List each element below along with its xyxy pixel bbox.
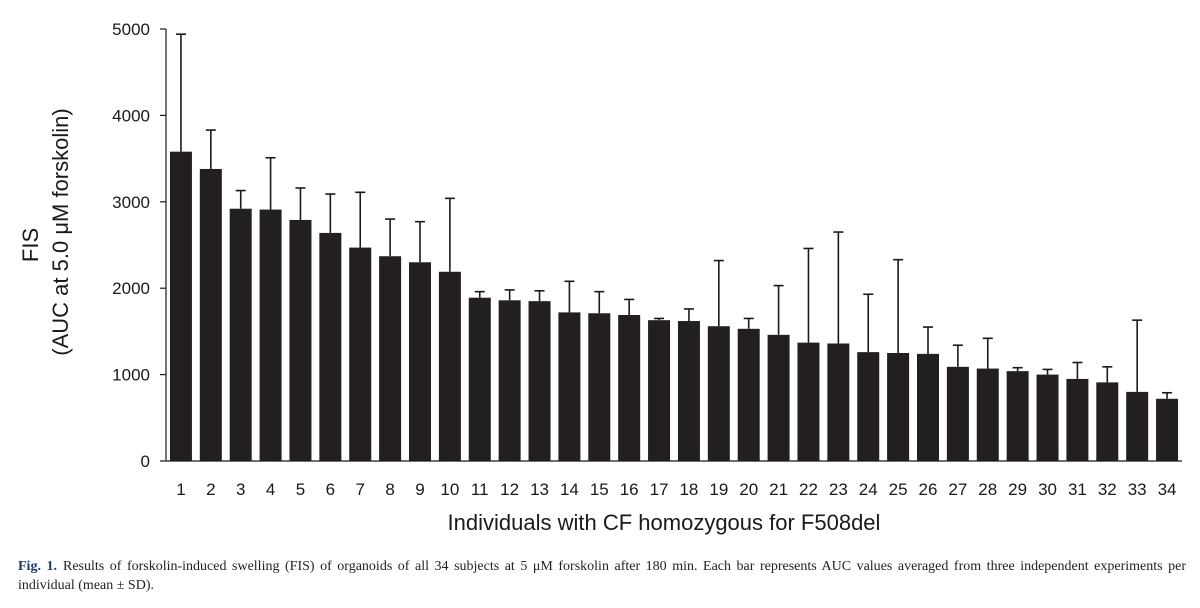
x-tick-label: 33 <box>1128 480 1147 499</box>
bar <box>379 256 402 461</box>
bar <box>169 151 192 462</box>
bar <box>707 326 730 461</box>
x-tick-label: 6 <box>326 480 335 499</box>
x-tick-label: 13 <box>530 480 549 499</box>
bar <box>498 300 521 461</box>
x-tick-label: 24 <box>859 480 878 499</box>
x-tick-label: 18 <box>679 480 698 499</box>
bar <box>917 353 939 461</box>
x-axis: 1 2 3 4 5 6 7 8 9 10 11 12 13 14 15 16 17 18 19 20 21 22 23 24 2… <box>166 460 1182 499</box>
x-tick-label: 16 <box>620 480 639 499</box>
x-tick-label: 4 <box>266 480 275 499</box>
bar <box>1126 391 1149 461</box>
bar <box>827 343 850 461</box>
y-tick-label: 5000 <box>112 20 150 39</box>
bar <box>767 334 790 461</box>
bars-group <box>169 33 1179 462</box>
bar <box>677 321 700 461</box>
bar <box>737 328 760 461</box>
x-tick-label: 31 <box>1068 480 1087 499</box>
bar <box>1066 378 1089 461</box>
y-tick-label: 4000 <box>112 106 150 125</box>
x-tick-label: 14 <box>560 480 579 499</box>
x-tick-label: 27 <box>948 480 967 499</box>
bar <box>319 232 342 461</box>
bar <box>528 301 551 461</box>
y-tick-label: 3000 <box>112 193 150 212</box>
x-tick-label: 17 <box>650 480 669 499</box>
bar <box>797 342 820 461</box>
bar <box>409 262 431 461</box>
bar <box>1156 398 1179 461</box>
x-tick-label: 26 <box>919 480 938 499</box>
x-tick-label: 2 <box>206 480 215 499</box>
bar <box>588 313 611 461</box>
bar <box>259 209 282 461</box>
bar <box>648 320 671 461</box>
bar <box>349 247 372 461</box>
y-axis-title-line1: FIS <box>18 228 43 262</box>
x-tick-label: 11 <box>471 480 489 499</box>
x-tick-label: 8 <box>385 480 394 499</box>
x-tick-label: 5 <box>296 480 305 499</box>
x-tick-label: 3 <box>236 480 245 499</box>
x-tick-label: 20 <box>739 480 758 499</box>
bar <box>199 168 222 461</box>
x-tick-label: 32 <box>1098 480 1117 499</box>
bar <box>857 352 880 461</box>
x-tick-label: 12 <box>500 480 519 499</box>
bar <box>1096 382 1119 461</box>
x-tick-label: 29 <box>1008 480 1027 499</box>
x-tick-label: 19 <box>709 480 728 499</box>
y-tick-label: 1000 <box>112 366 150 385</box>
bar <box>468 297 491 461</box>
x-tick-label: 10 <box>440 480 459 499</box>
x-tick-label: 30 <box>1038 480 1057 499</box>
y-tick-label: 0 <box>141 452 150 471</box>
bar <box>289 219 312 461</box>
x-tick-label: 15 <box>590 480 609 499</box>
figure-caption: Fig. 1. Results of forskolin-induced swel… <box>18 557 1186 595</box>
figure-label: Fig. 1. <box>18 559 57 574</box>
bar <box>618 314 641 461</box>
y-tick-label: 2000 <box>112 279 150 298</box>
x-axis-title: Individuals with CF homozygous for F508d… <box>448 510 881 535</box>
bar <box>438 271 461 461</box>
x-tick-label: 22 <box>799 480 818 499</box>
bar <box>1036 374 1059 461</box>
x-tick-label: 28 <box>978 480 997 499</box>
x-tick-label: 9 <box>415 480 424 499</box>
bar <box>887 353 910 461</box>
caption-text: Results of forskolin-induced swelling (F… <box>18 559 1186 593</box>
x-tick-label: 1 <box>176 480 185 499</box>
x-tick-label: 25 <box>889 480 908 499</box>
bar <box>1006 371 1029 461</box>
y-axis-title-line2: (AUC at 5.0 μM forskolin) <box>48 108 73 355</box>
x-tick-label: 21 <box>769 480 788 499</box>
y-axis: 0 1000 2000 3000 4000 5000 <box>112 20 167 471</box>
x-tick-label: 34 <box>1158 480 1177 499</box>
bar <box>229 208 252 461</box>
x-tick-label: 7 <box>356 480 365 499</box>
bar <box>976 368 999 461</box>
bar <box>558 312 581 461</box>
x-tick-label: 23 <box>829 480 848 499</box>
bar <box>946 366 969 461</box>
